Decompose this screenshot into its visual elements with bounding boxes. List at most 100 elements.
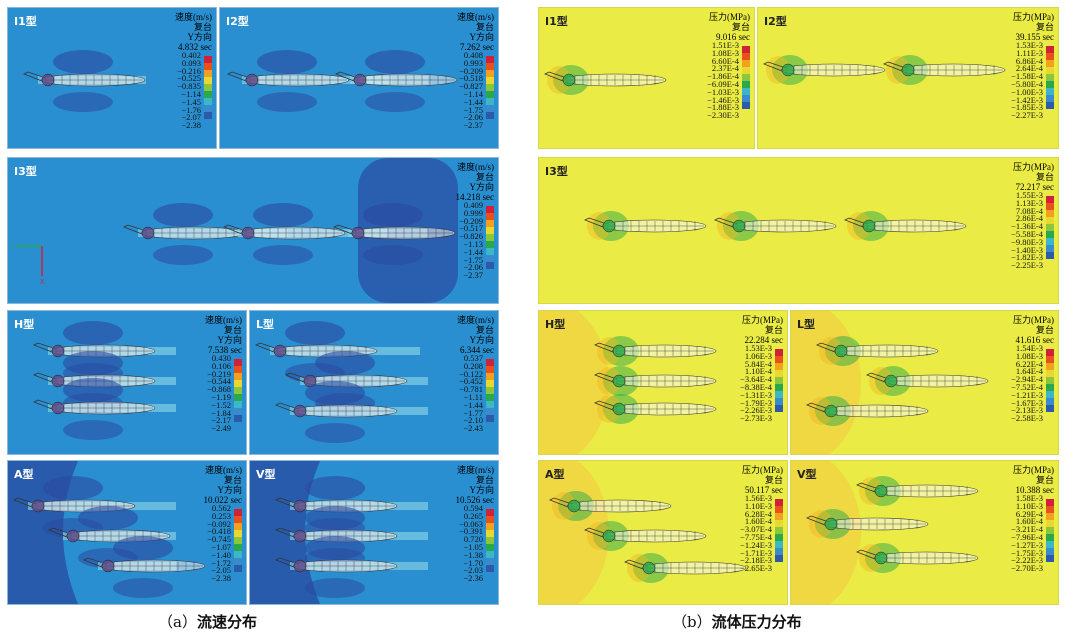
legend-line-0: 速度(m/s) bbox=[205, 315, 242, 325]
panel-v-h: H型 速度(m/s) 复台 Y方向 7.538 sec 0.430 0.106 −0.219−… bbox=[7, 310, 247, 455]
color-bar bbox=[742, 46, 750, 109]
legend-line-1: 复台 bbox=[1013, 475, 1054, 485]
panel-v-i1: I1型 速度(m/s) 复台 Y方向 4.832 sec 0.402 0.093 −0.216… bbox=[7, 7, 217, 149]
tick-label: −2.65E-3 bbox=[740, 565, 772, 573]
color-bar-ticks: 1.54E-3 1.08E-3 6.22E-4 1.64E-4 −2.94E-4 −7.5… bbox=[1011, 345, 1043, 423]
tick-label: −2.27E-3 bbox=[1011, 112, 1043, 120]
svg-text:Y: Y bbox=[10, 244, 15, 251]
color-bar bbox=[486, 206, 494, 269]
color-bar bbox=[486, 56, 494, 119]
legend-line-2: Y方向 bbox=[204, 485, 243, 495]
legend: 速度(m/s) 复台 Y方向 10.022 sec bbox=[204, 465, 243, 505]
legend: 速度(m/s) 复台 Y方向 6.344 sec bbox=[457, 315, 494, 355]
panel-p-l: L型 压力(MPa) 复台 41.616 sec 1.54E-3 1.08E-3 6.22E… bbox=[790, 310, 1059, 455]
color-bar bbox=[1046, 499, 1054, 562]
color-bar-ticks: 0.594 0.265 −0.063 −0.391 0.720 −1.05 −1.38 −1.… bbox=[459, 505, 483, 583]
legend-line-1: 复台 bbox=[456, 172, 495, 182]
legend-line-0: 压力(MPa) bbox=[742, 465, 783, 475]
color-bar-ticks: 0.402 0.093 −0.216 −0.525 −0.835 −1.14 −1.45 −1… bbox=[177, 52, 201, 130]
legend: 速度(m/s) 复台 Y方向 4.832 sec bbox=[175, 12, 212, 52]
legend-line-0: 压力(MPa) bbox=[1013, 12, 1054, 22]
legend-line-0: 压力(MPa) bbox=[709, 12, 750, 22]
legend: 速度(m/s) 复台 Y方向 14.218 sec bbox=[456, 162, 495, 202]
flow-field bbox=[8, 158, 498, 303]
legend: 压力(MPa) 复台 9.016 sec bbox=[709, 12, 750, 42]
legend-line-1: 复台 bbox=[709, 22, 750, 32]
svg-text:X: X bbox=[40, 279, 45, 286]
color-bar-ticks: 1.55E-3 1.13E-3 7.08E-4 2.86E-4 −1.36E-4 −5.5… bbox=[1011, 192, 1043, 270]
tick-label: −2.25E-3 bbox=[1011, 262, 1043, 270]
legend-line-2: Y方向 bbox=[175, 32, 212, 42]
panel-title: V型 bbox=[256, 466, 276, 482]
legend-line-1: 复台 bbox=[457, 325, 494, 335]
panel-title: L型 bbox=[256, 316, 274, 332]
color-bar bbox=[1046, 349, 1054, 412]
legend: 压力(MPa) 复台 39.155 sec bbox=[1013, 12, 1054, 42]
legend: 压力(MPa) 复台 50.117 sec bbox=[742, 465, 783, 495]
legend-line-0: 压力(MPa) bbox=[742, 315, 783, 325]
tick-label: −2.70E-3 bbox=[1011, 565, 1043, 573]
color-bar-ticks: 1.53E-3 1.06E-3 5.84E-4 1.10E-4 −3.64E-4 −8.3… bbox=[740, 345, 772, 423]
panel-title: A型 bbox=[14, 466, 34, 482]
legend-line-0: 速度(m/s) bbox=[457, 12, 494, 22]
color-bar bbox=[234, 509, 242, 572]
legend-line-1: 复台 bbox=[742, 475, 783, 485]
legend-line-1: 复台 bbox=[742, 325, 783, 335]
color-bar-ticks: 1.53E-3 1.11E-3 6.86E-4 2.64E-4 −1.58E-4 −5.8… bbox=[1011, 42, 1043, 120]
panel-title: A型 bbox=[545, 466, 565, 482]
panel-p-i3: I3型 压力(MPa) 复台 72.217 sec 1.55E-3 1.13E-3 7.08… bbox=[538, 157, 1059, 304]
panel-title: H型 bbox=[14, 316, 34, 332]
tick-label: −2.36 bbox=[459, 575, 483, 583]
panel-title: L型 bbox=[797, 316, 815, 332]
legend-line-1: 复台 bbox=[175, 22, 212, 32]
color-bar-ticks: 0.409 0.999 −0.209 −0.517 −0.826 −1.13 −1.44 −1… bbox=[459, 202, 483, 280]
legend-line-0: 压力(MPa) bbox=[1013, 162, 1054, 172]
tick-label: −2.58E-3 bbox=[1011, 415, 1043, 423]
legend-line-2: Y方向 bbox=[205, 335, 242, 345]
tick-label: −2.37 bbox=[459, 272, 483, 280]
legend-line-0: 压力(MPa) bbox=[1013, 315, 1054, 325]
color-bar bbox=[486, 359, 494, 422]
legend-line-1: 复台 bbox=[456, 475, 495, 485]
panel-title: I2型 bbox=[226, 13, 249, 29]
legend: 速度(m/s) 复台 Y方向 10.526 sec bbox=[456, 465, 495, 505]
legend-line-0: 压力(MPa) bbox=[1013, 465, 1054, 475]
legend-line-0: 速度(m/s) bbox=[175, 12, 212, 22]
axis-triad: Y X bbox=[8, 238, 48, 288]
color-bar bbox=[775, 499, 783, 562]
panel-title: I1型 bbox=[545, 13, 568, 29]
panel-p-i1: I1型 压力(MPa) 复台 9.016 sec 1.51E-3 1.08E-3 6.60E… bbox=[538, 7, 755, 149]
panel-v-v: V型 速度(m/s) 复台 Y方向 10.526 sec 0.594 0.265 −0.063… bbox=[249, 460, 499, 605]
panel-title: I2型 bbox=[764, 13, 787, 29]
color-bar bbox=[204, 56, 212, 119]
color-bar-ticks: 1.56E-3 1.10E-3 6.28E-4 1.60E-4 −3.07E-4 −7.7… bbox=[740, 495, 772, 573]
legend: 压力(MPa) 复台 10.388 sec bbox=[1013, 465, 1054, 495]
panel-v-i3: I3型 速度(m/s) 复台 Y方向 14.218 sec 0.409 0.999 −0.20… bbox=[7, 157, 499, 304]
legend-line-1: 复台 bbox=[1013, 325, 1054, 335]
tick-label: −2.43 bbox=[459, 425, 483, 433]
legend-line-2: Y方向 bbox=[456, 182, 495, 192]
caption-b: （b）流体压力分布 bbox=[672, 611, 802, 632]
legend: 压力(MPa) 复台 72.217 sec bbox=[1013, 162, 1054, 192]
legend: 压力(MPa) 复台 41.616 sec bbox=[1013, 315, 1054, 345]
tick-label: −2.30E-3 bbox=[707, 112, 739, 120]
tick-label: −2.73E-3 bbox=[740, 415, 772, 423]
color-bar bbox=[775, 349, 783, 412]
panel-title: V型 bbox=[797, 466, 817, 482]
legend-line-0: 速度(m/s) bbox=[457, 315, 494, 325]
flow-field bbox=[539, 158, 1058, 303]
legend-line-0: 速度(m/s) bbox=[456, 162, 495, 172]
color-bar-ticks: 1.51E-3 1.08E-3 6.60E-4 2.37E-4 −1.86E-4 −6.0… bbox=[707, 42, 739, 120]
panel-title: I3型 bbox=[14, 163, 37, 179]
color-bar bbox=[1046, 196, 1054, 259]
legend: 速度(m/s) 复台 Y方向 7.262 sec bbox=[457, 12, 494, 52]
color-bar bbox=[486, 509, 494, 572]
legend-line-1: 复台 bbox=[457, 22, 494, 32]
panel-p-a: A型 压力(MPa) 复台 50.117 sec 1.56E-3 1.10E-3 6.28E… bbox=[538, 460, 788, 605]
legend-line-1: 复台 bbox=[204, 475, 243, 485]
legend-line-2: Y方向 bbox=[456, 485, 495, 495]
legend-line-0: 速度(m/s) bbox=[204, 465, 243, 475]
tick-label: −2.38 bbox=[207, 575, 231, 583]
panel-title: H型 bbox=[545, 316, 565, 332]
color-bar-ticks: 0.408 0.993 −0.209 −0.518 −0.827 −1.14 −1.44 −1… bbox=[459, 52, 483, 130]
